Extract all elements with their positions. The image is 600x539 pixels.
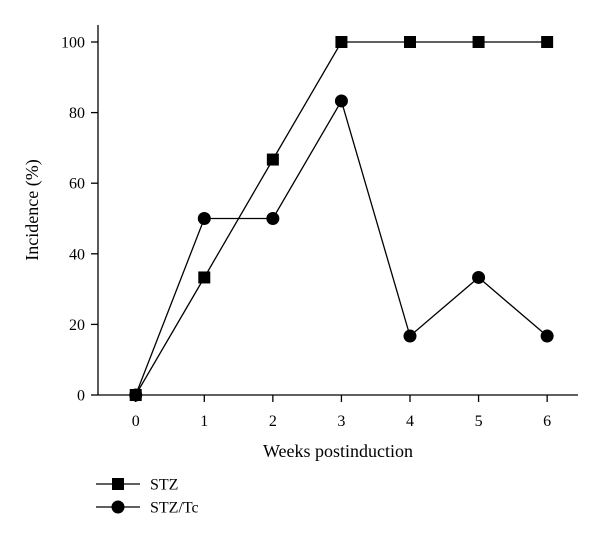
x-tick-label: 1	[200, 413, 208, 430]
legend-label: STZ	[150, 477, 178, 494]
x-tick-label: 6	[543, 413, 551, 430]
x-tick-label: 4	[406, 413, 414, 430]
x-tick-label: 2	[269, 413, 277, 430]
x-tick-label: 3	[337, 413, 345, 430]
y-tick-label: 20	[69, 317, 85, 334]
y-tick-label: 40	[69, 246, 85, 263]
y-axis-title: Incidence (%)	[22, 159, 43, 260]
legend-marker	[112, 478, 124, 490]
x-axis-title: Weeks postinduction	[263, 441, 413, 461]
legend: STZ STZ/Tc	[96, 477, 199, 517]
y-tick-label: 100	[61, 35, 85, 52]
series-square	[129, 36, 554, 401]
data-point	[404, 36, 416, 48]
data-point	[266, 153, 279, 166]
legend-item: STZ	[96, 477, 178, 494]
series-line	[135, 99, 548, 396]
legend-marker	[111, 500, 125, 514]
data-point	[472, 270, 486, 284]
data-point	[334, 94, 348, 108]
y-axis: 0 20 40 60 80 100	[61, 25, 99, 405]
data-point	[335, 36, 348, 48]
data-point	[266, 212, 280, 225]
x-axis-ticks: 0 1 2 3 4 5 6	[132, 395, 551, 430]
x-tick-label: 0	[132, 413, 140, 430]
y-axis-ticks: 0 20 40 60 80 100	[61, 35, 98, 405]
data-point	[472, 36, 485, 48]
data-point	[540, 329, 554, 343]
plot-area	[129, 36, 554, 402]
y-tick-label: 60	[69, 176, 85, 193]
data-point	[198, 271, 211, 284]
legend-label: STZ/Tc	[150, 500, 199, 517]
data-point	[197, 212, 211, 225]
legend-item: STZ/Tc	[96, 500, 199, 517]
y-tick-label: 0	[77, 388, 85, 405]
data-point	[541, 36, 554, 48]
y-tick-label: 80	[69, 105, 85, 122]
data-point	[129, 388, 143, 402]
data-point	[403, 329, 417, 343]
x-tick-label: 5	[475, 413, 483, 430]
series-circle	[129, 94, 554, 402]
x-axis: 0 1 2 3 4 5 6	[98, 394, 578, 430]
